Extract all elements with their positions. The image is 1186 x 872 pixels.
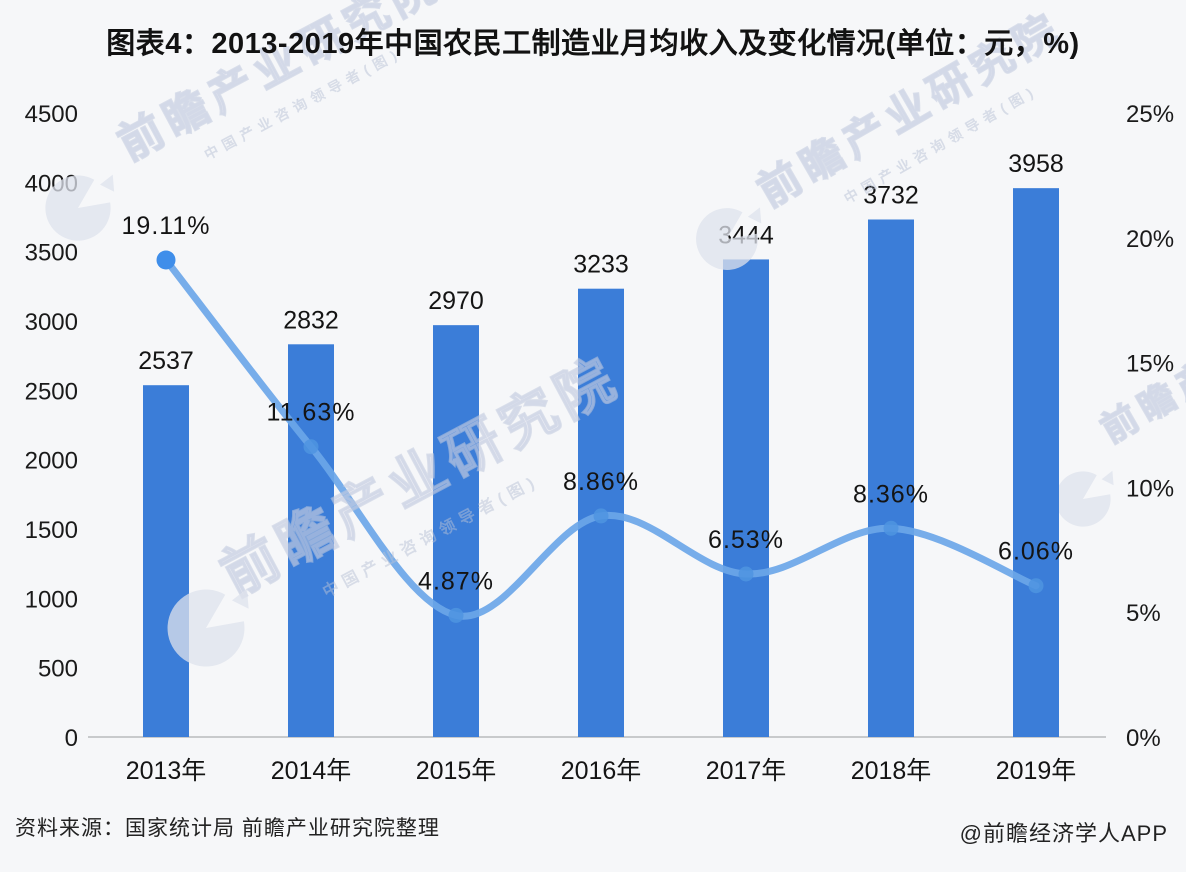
trend-point-marker [1028, 578, 1044, 594]
pct-value-label: 4.87% [418, 567, 494, 595]
left-axis-tick-label: 2500 [25, 378, 78, 405]
right-axis-tick-label: 10% [1126, 475, 1174, 502]
right-axis-tick-label: 25% [1126, 101, 1174, 128]
trend-point-marker [738, 566, 754, 582]
right-axis-tick-label: 0% [1126, 725, 1161, 752]
x-axis-label: 2017年 [706, 757, 787, 785]
left-axis-tick-label: 1000 [25, 586, 78, 613]
trend-point-marker [593, 508, 609, 524]
left-axis-tick-label: 3500 [25, 240, 78, 267]
chart-title: 图表4：2013-2019年中国农民工制造业月均收入及变化情况(单位：元，%) [106, 28, 1080, 60]
pct-value-label: 6.53% [708, 526, 784, 554]
trend-point-marker [883, 520, 899, 536]
x-axis-label: 2018年 [851, 757, 932, 785]
left-axis-tick-label: 0 [65, 725, 78, 752]
right-axis-tick-label: 20% [1126, 226, 1174, 253]
bar-value-label: 3732 [863, 181, 919, 209]
pct-value-label: 8.36% [853, 480, 929, 508]
income-bar-2017 [723, 259, 769, 737]
x-axis-label: 2014年 [271, 757, 352, 785]
left-axis-tick-label: 500 [38, 656, 78, 683]
bar-value-label: 3958 [1008, 150, 1064, 178]
x-axis-label: 2015年 [416, 757, 497, 785]
income-bar-2014 [288, 344, 334, 737]
bar-value-label: 2832 [283, 306, 339, 334]
income-bar-2018 [868, 219, 914, 738]
left-axis-tick-label: 4500 [25, 101, 78, 128]
pct-value-label: 19.11% [122, 212, 211, 240]
pct-value-label: 8.86% [563, 468, 639, 496]
bar-value-label: 2537 [138, 347, 194, 375]
bar-value-label: 3233 [573, 251, 629, 279]
left-axis-tick-label: 2000 [25, 448, 78, 475]
left-axis-tick-label: 4000 [25, 170, 78, 197]
pct-value-label: 11.63% [267, 399, 356, 427]
income-bar-2013 [143, 385, 189, 737]
pct-value-label: 6.06% [998, 538, 1074, 566]
trend-point-marker [156, 250, 176, 270]
right-axis-tick-label: 5% [1126, 600, 1161, 627]
trend-point-marker [448, 607, 464, 623]
bar-value-label: 2970 [428, 287, 484, 315]
x-axis-label: 2016年 [561, 757, 642, 785]
credit-note: @前瞻经济学人APP [959, 821, 1168, 846]
right-axis-tick-label: 15% [1126, 351, 1174, 378]
income-bar-2019 [1013, 188, 1059, 737]
income-bar-2015 [433, 325, 479, 737]
source-note: 资料来源：国家统计局 前瞻产业研究院整理 [15, 817, 440, 840]
left-axis-tick-label: 3000 [25, 309, 78, 336]
x-axis-label: 2019年 [996, 757, 1077, 785]
x-axis-label: 2013年 [126, 757, 207, 785]
left-axis-tick-label: 1500 [25, 517, 78, 544]
trend-point-marker [303, 439, 319, 455]
bar-value-label: 3444 [718, 221, 774, 249]
